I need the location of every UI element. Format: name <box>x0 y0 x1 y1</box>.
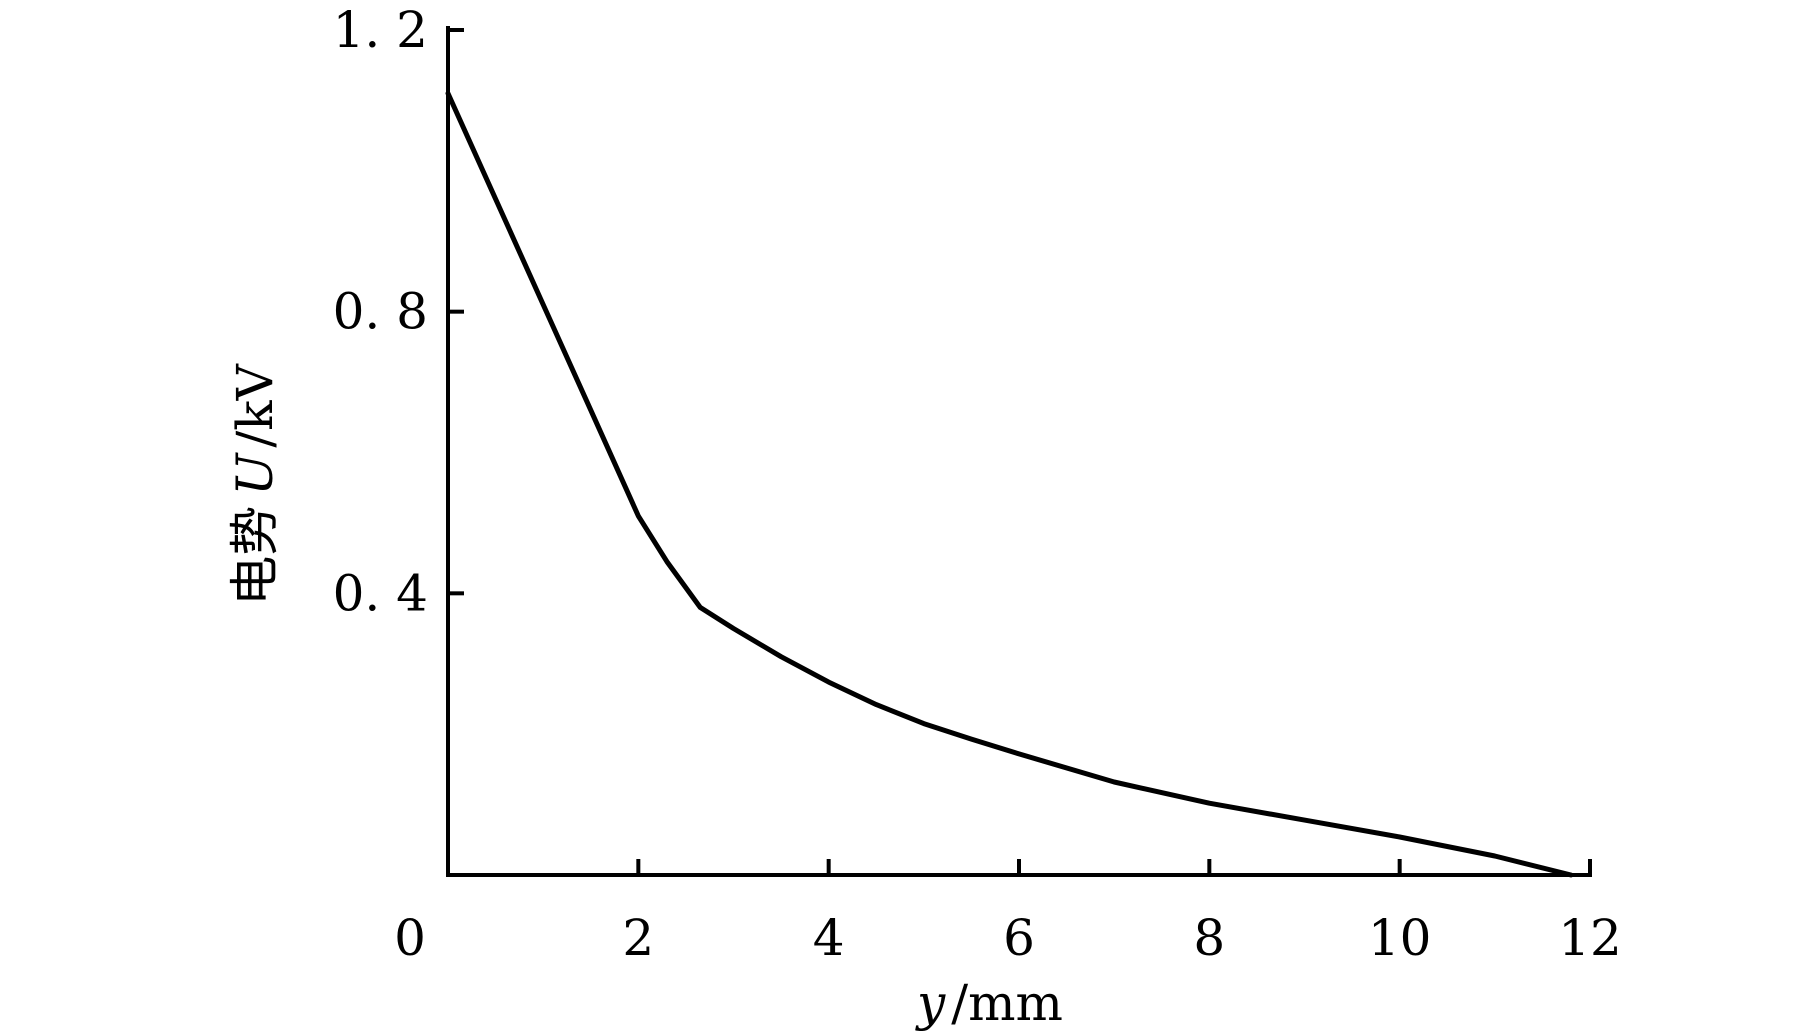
x-tick-label: 4 <box>813 909 845 967</box>
x-tick-label: 6 <box>1003 909 1035 967</box>
x-axis-label-var: y <box>915 974 946 1032</box>
y-tick-label: 1. 2 <box>333 1 428 59</box>
y-tick-label: 0. 4 <box>333 564 428 622</box>
axes <box>446 26 1592 877</box>
x-tick-label: 8 <box>1193 909 1225 967</box>
ticks: 0 2 4 6 8 10 12 0. 4 0. 8 1. 2 <box>333 1 1622 967</box>
x-axis-label: y/mm <box>915 974 1063 1032</box>
x-axis-label-unit: /mm <box>951 974 1063 1032</box>
x-tick-label: 0 <box>394 909 426 967</box>
series-line <box>445 90 1574 878</box>
y-tick-label: 0. 8 <box>333 283 428 341</box>
y-axis-label-var: U <box>226 452 284 496</box>
y-axis-label-unit: /kV <box>226 363 284 447</box>
x-tick-label: 2 <box>622 909 654 967</box>
y-axis-label-prefix: 电势 <box>226 506 284 606</box>
y-axis-label: 电势 U/kV <box>226 363 284 605</box>
x-tick-label: 12 <box>1558 909 1622 967</box>
plot-area <box>445 90 1574 878</box>
x-tick-label: 10 <box>1368 909 1432 967</box>
